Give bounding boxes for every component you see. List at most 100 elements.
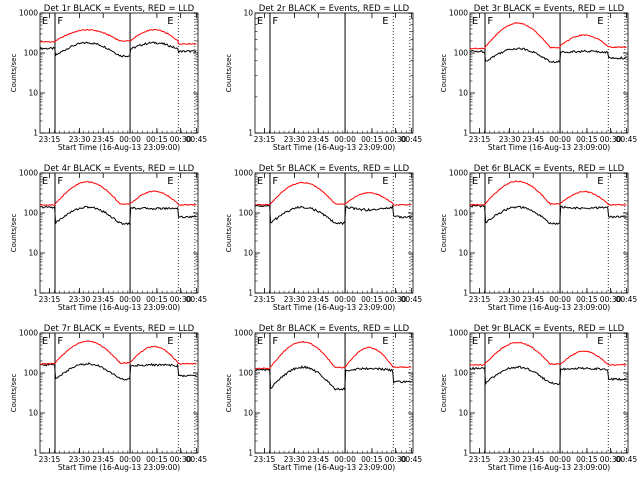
panel-title: Det 9r BLACK = Events, RED = LLD <box>474 324 625 334</box>
y-tick-label: 100 <box>24 49 39 58</box>
marker-label: E <box>382 16 388 27</box>
panel-1: Det 1r BLACK = Events, RED = LLD 1 10 100 10… <box>10 4 207 152</box>
x-tick-label: 00:45 <box>401 135 423 144</box>
panel-3: Det 3r BLACK = Events, RED = LLD 1 10 100 10… <box>440 4 637 152</box>
plot-frame <box>469 172 629 294</box>
x-tick-label: 23:15 <box>39 295 61 304</box>
x-tick-label: 00:00 <box>549 295 571 304</box>
events-series-line <box>469 365 627 386</box>
x-axis-label: Start Time (16-Aug-13 23:09:00) <box>58 143 180 152</box>
x-tick-label: 23:30 <box>69 135 91 144</box>
x-tick-label: 23:30 <box>284 455 306 464</box>
x-tick-label: 00:15 <box>146 455 168 464</box>
x-tick-label: 00:15 <box>576 295 598 304</box>
marker-label: E <box>382 176 388 187</box>
x-tick-label: 00:00 <box>549 455 571 464</box>
x-tick-label: 00:45 <box>186 135 208 144</box>
x-tick-label: 00:30 <box>170 135 192 144</box>
y-tick-label: 1000 <box>449 9 468 18</box>
panel-7: Det 7r BLACK = Events, RED = LLD 1 10 100 10… <box>10 324 207 472</box>
plot-frame <box>39 332 199 454</box>
x-tick-label: 23:15 <box>469 135 491 144</box>
y-tick-label: 10 <box>28 409 38 418</box>
y-axis-label: Counts/sec <box>10 374 18 413</box>
x-tick-label: 23:15 <box>254 295 276 304</box>
x-tick-label: 00:45 <box>616 295 638 304</box>
plot-frame <box>469 332 629 454</box>
y-tick-label: 10 <box>243 409 253 418</box>
y-axis-label: Counts/sec <box>10 54 18 93</box>
x-tick-label: 23:45 <box>307 455 329 464</box>
x-tick-label: 00:45 <box>616 455 638 464</box>
events-series-line <box>470 47 627 64</box>
x-tick-label: 23:45 <box>92 295 114 304</box>
panel-title: Det 3r BLACK = Events, RED = LLD <box>474 4 625 14</box>
y-tick-label: 10 <box>243 249 253 258</box>
plot-frame <box>39 12 199 134</box>
x-axis-label: Start Time (16-Aug-13 23:09:00) <box>488 143 610 152</box>
y-tick-label: 1000 <box>19 169 38 178</box>
y-axis-label: Counts/sec <box>10 214 18 253</box>
x-tick-label: 23:30 <box>69 295 91 304</box>
x-tick-label: 23:15 <box>469 295 491 304</box>
panel-title: Det 6r BLACK = Events, RED = LLD <box>474 164 625 174</box>
y-tick-label: 1000 <box>234 169 253 178</box>
panel-title: Det 7r BLACK = Events, RED = LLD <box>44 324 195 334</box>
events-series-line <box>39 205 197 226</box>
panel-2: Det 2r BLACK = Events, RED = LLD 1 10 Count… <box>225 4 422 152</box>
x-tick-label: 23:45 <box>522 455 544 464</box>
x-tick-label: 00:00 <box>119 455 141 464</box>
marker-label: E <box>257 16 263 27</box>
x-tick-label: 23:30 <box>499 455 521 464</box>
marker-label: E <box>597 16 603 27</box>
y-tick-label: 10 <box>458 249 468 258</box>
marker-label: F <box>272 336 278 347</box>
x-axis-label: Start Time (16-Aug-13 23:09:00) <box>58 303 180 312</box>
panel-title: Det 8r BLACK = Events, RED = LLD <box>259 324 410 334</box>
lld-series-line <box>39 28 197 45</box>
events-series-line <box>254 365 412 391</box>
x-tick-label: 00:30 <box>170 455 192 464</box>
x-tick-label: 23:15 <box>39 455 61 464</box>
y-tick-label: 1 <box>248 129 253 138</box>
marker-label: E <box>472 16 478 27</box>
x-tick-label: 00:15 <box>361 295 383 304</box>
x-tick-label: 00:45 <box>616 135 638 144</box>
x-tick-label: 23:30 <box>499 135 521 144</box>
plot-frame <box>39 172 199 294</box>
lld-series-line <box>469 180 627 206</box>
x-tick-label: 00:00 <box>549 135 571 144</box>
x-tick-label: 00:15 <box>361 455 383 464</box>
events-series-line <box>40 362 197 381</box>
lld-series-line <box>254 340 412 370</box>
panel-title: Det 5r BLACK = Events, RED = LLD <box>259 164 410 174</box>
x-tick-label: 00:30 <box>385 455 407 464</box>
marker-label: E <box>257 176 263 187</box>
plot-frame <box>254 332 414 454</box>
y-tick-label: 1 <box>463 289 468 298</box>
marker-label: F <box>487 176 493 187</box>
x-tick-label: 23:15 <box>254 135 276 144</box>
y-axis-label: Counts/sec <box>440 214 448 253</box>
x-axis-label: Start Time (16-Aug-13 23:09:00) <box>488 463 610 472</box>
events-series-line <box>469 204 627 225</box>
x-tick-label: 00:15 <box>576 455 598 464</box>
y-tick-label: 1 <box>248 449 253 458</box>
panel-6: Det 6r BLACK = Events, RED = LLD 1 10 100 10… <box>440 164 637 312</box>
x-tick-label: 00:00 <box>119 295 141 304</box>
x-tick-label: 00:00 <box>334 295 356 304</box>
x-tick-label: 23:45 <box>522 135 544 144</box>
x-tick-label: 00:15 <box>361 135 383 144</box>
lld-series-line <box>39 180 197 206</box>
marker-label: E <box>167 336 173 347</box>
x-axis-label: Start Time (16-Aug-13 23:09:00) <box>273 143 395 152</box>
lld-series-line <box>469 341 627 366</box>
y-tick-label: 1 <box>33 129 38 138</box>
x-tick-label: 00:45 <box>401 455 423 464</box>
x-tick-label: 00:30 <box>600 135 622 144</box>
marker-label: E <box>597 336 603 347</box>
marker-label: E <box>42 176 48 187</box>
panel-title: Det 4r BLACK = Events, RED = LLD <box>44 164 195 174</box>
x-tick-label: 23:45 <box>92 135 114 144</box>
x-tick-label: 00:00 <box>119 135 141 144</box>
